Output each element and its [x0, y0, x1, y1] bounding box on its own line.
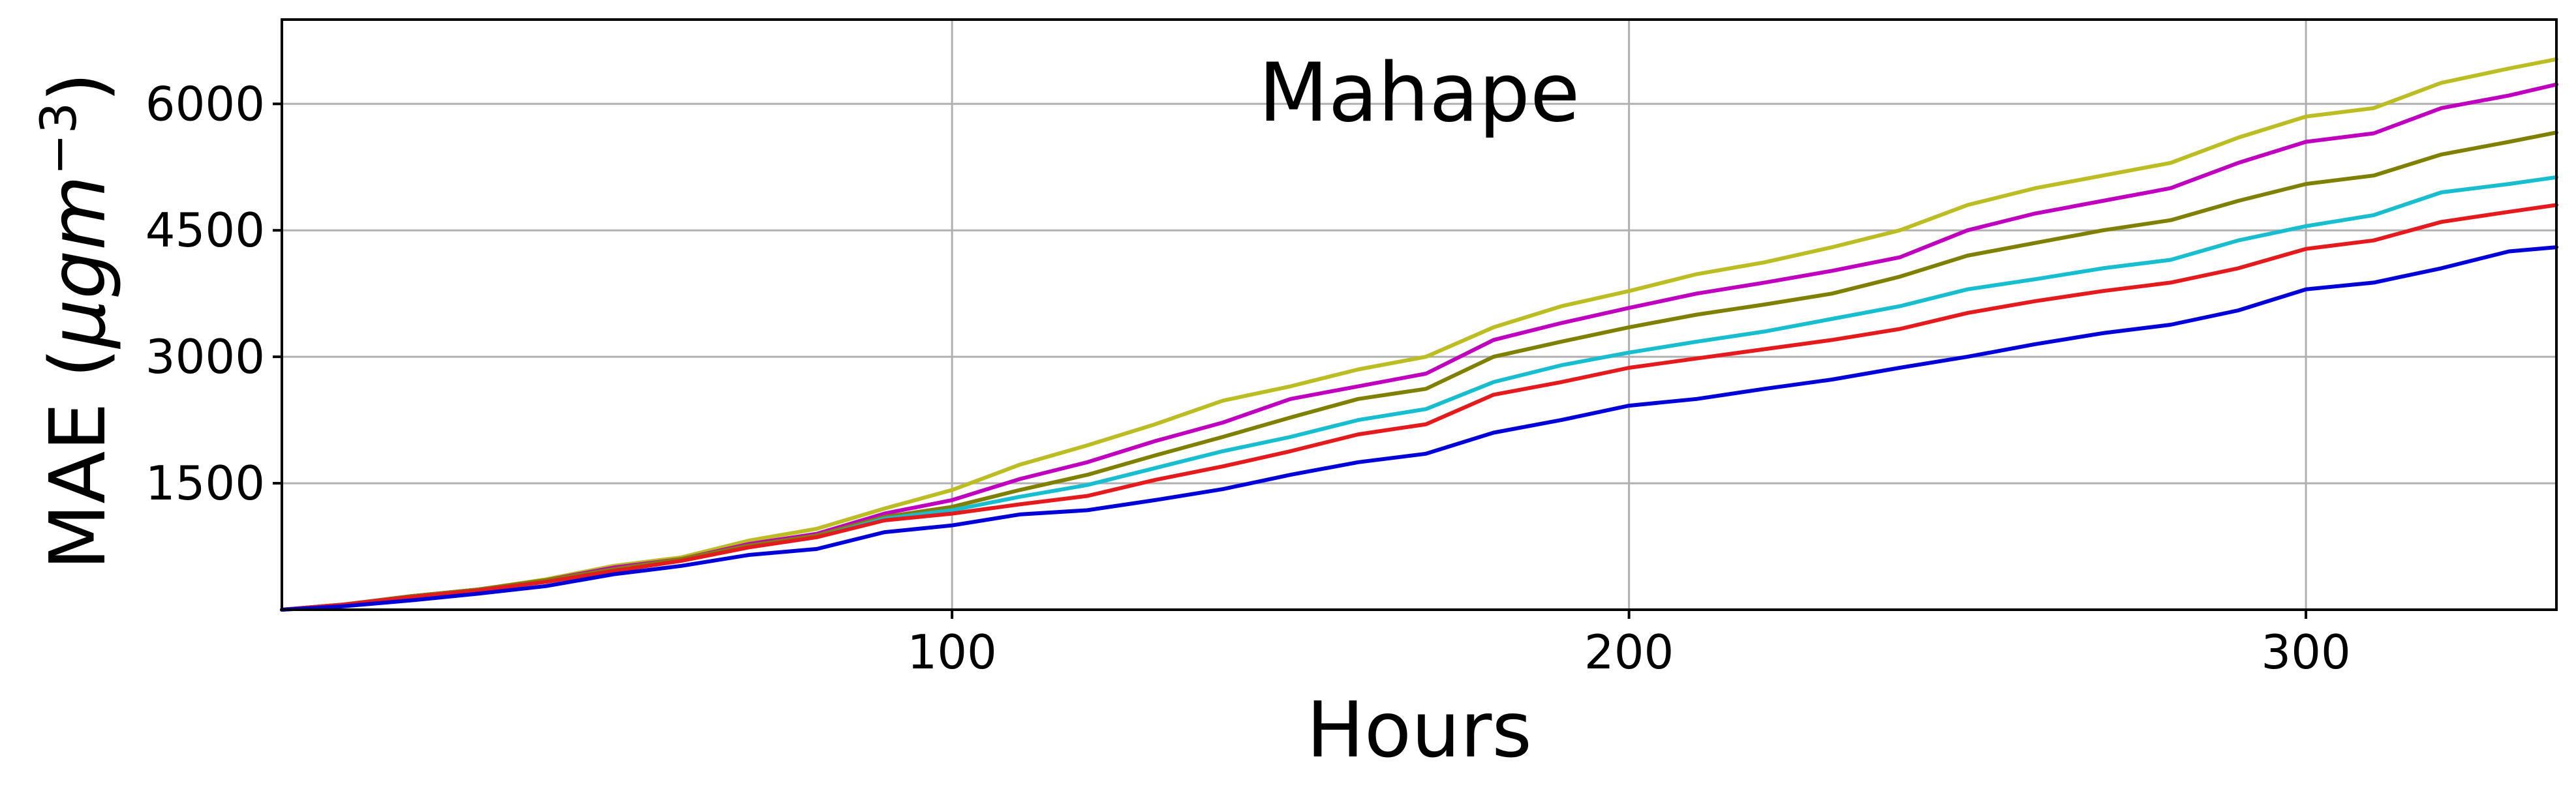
y-tick-label: 6000 — [146, 76, 265, 131]
x-tick-label: 200 — [1584, 625, 1674, 679]
y-axis-label-unit: gm — [33, 175, 123, 299]
y-axis-label: MAE (μgm−3) — [29, 72, 123, 571]
series-line-4 — [280, 175, 2558, 612]
x-tick-label: 300 — [2261, 625, 2350, 679]
y-tick-label: 1500 — [146, 456, 265, 511]
tick-layer: 100 200 300 1500 3000 4500 6000 — [146, 76, 2351, 679]
chart-title: Mahape — [1259, 46, 1580, 140]
x-tick-label: 100 — [907, 625, 996, 679]
plot-area-frame — [281, 18, 2558, 611]
y-axis-label-prefix: MAE ( — [33, 348, 123, 571]
series-line-5 — [280, 203, 2558, 612]
series-line-3 — [280, 130, 2558, 612]
series-layer — [280, 57, 2558, 612]
y-tick-label: 4500 — [146, 203, 265, 258]
y-tick-label: 3000 — [146, 329, 265, 384]
y-axis-label-suffix: ) — [33, 72, 123, 102]
series-line-1 — [280, 57, 2558, 612]
y-axis-label-exponent: −3 — [29, 102, 87, 175]
series-line-2 — [280, 82, 2558, 612]
series-line-6 — [280, 245, 2558, 612]
y-axis-label-mu: μ — [33, 299, 123, 350]
x-axis-label: Hours — [1306, 685, 1532, 775]
